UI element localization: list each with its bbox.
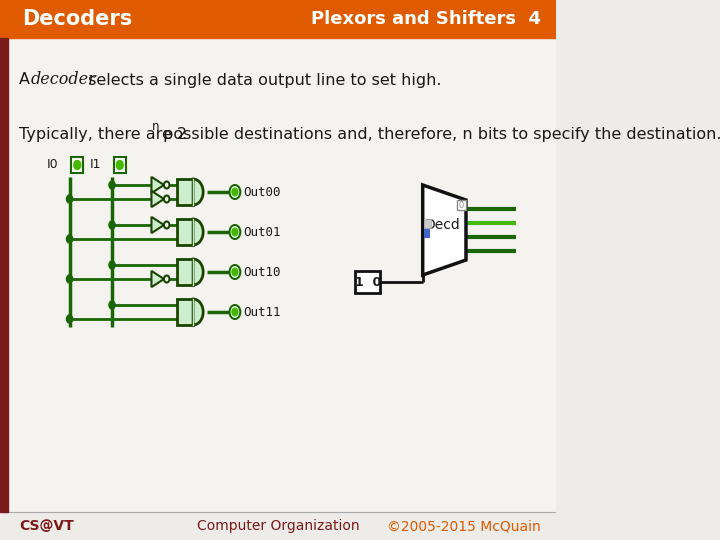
Circle shape bbox=[230, 225, 240, 239]
Circle shape bbox=[74, 160, 81, 170]
Text: 0: 0 bbox=[459, 200, 464, 210]
Bar bbox=[0, 0, 557, 38]
Circle shape bbox=[164, 181, 169, 188]
Text: 1  0: 1 0 bbox=[355, 275, 381, 288]
Circle shape bbox=[109, 261, 115, 269]
Bar bbox=[456, 200, 466, 210]
Circle shape bbox=[164, 221, 169, 228]
Bar bbox=[424, 219, 431, 228]
Text: I1: I1 bbox=[90, 159, 102, 172]
Circle shape bbox=[109, 301, 115, 309]
Text: Out10: Out10 bbox=[243, 266, 281, 279]
Circle shape bbox=[109, 181, 115, 189]
Circle shape bbox=[230, 265, 240, 279]
Circle shape bbox=[232, 228, 238, 236]
Text: I0: I0 bbox=[47, 159, 59, 172]
Polygon shape bbox=[151, 271, 164, 287]
Text: Typically, there are 2: Typically, there are 2 bbox=[19, 127, 187, 143]
Text: CS@VT: CS@VT bbox=[19, 519, 74, 533]
Text: Out01: Out01 bbox=[243, 226, 281, 239]
Bar bbox=[177, 299, 193, 325]
Text: ©2005-2015 McQuain: ©2005-2015 McQuain bbox=[387, 519, 541, 533]
Bar bbox=[177, 219, 193, 245]
Polygon shape bbox=[423, 185, 466, 275]
Circle shape bbox=[164, 275, 169, 282]
Circle shape bbox=[66, 275, 73, 283]
Circle shape bbox=[232, 188, 238, 196]
Bar bbox=[177, 259, 193, 285]
Text: Out11: Out11 bbox=[243, 306, 281, 319]
Bar bbox=[424, 228, 431, 238]
Circle shape bbox=[164, 195, 169, 202]
Bar bbox=[356, 271, 380, 293]
Text: possible destinations and, therefore, n bits to specify the destination.: possible destinations and, therefore, n … bbox=[158, 127, 720, 143]
Bar bbox=[71, 157, 84, 173]
Circle shape bbox=[117, 160, 123, 170]
Text: Decoders: Decoders bbox=[22, 9, 132, 29]
Polygon shape bbox=[151, 177, 164, 193]
Text: selects a single data output line to set high.: selects a single data output line to set… bbox=[83, 72, 441, 87]
Text: decoder: decoder bbox=[31, 71, 96, 89]
Wedge shape bbox=[193, 179, 203, 205]
Bar bbox=[8, 38, 557, 512]
Bar bbox=[0, 38, 8, 512]
Polygon shape bbox=[151, 191, 164, 207]
Wedge shape bbox=[193, 219, 203, 245]
Circle shape bbox=[230, 305, 240, 319]
Text: Plexors and Shifters  4: Plexors and Shifters 4 bbox=[311, 10, 541, 28]
Text: n: n bbox=[151, 120, 159, 133]
Circle shape bbox=[66, 315, 73, 323]
Text: Decd: Decd bbox=[425, 218, 461, 232]
Circle shape bbox=[66, 195, 73, 203]
Text: Out00: Out00 bbox=[243, 186, 281, 199]
Circle shape bbox=[232, 308, 238, 316]
Circle shape bbox=[230, 185, 240, 199]
Circle shape bbox=[232, 268, 238, 276]
Polygon shape bbox=[151, 217, 164, 233]
Circle shape bbox=[66, 235, 73, 243]
Wedge shape bbox=[193, 299, 203, 325]
Bar bbox=[177, 179, 193, 205]
Text: A: A bbox=[19, 72, 35, 87]
Wedge shape bbox=[193, 259, 203, 285]
Text: Computer Organization: Computer Organization bbox=[197, 519, 359, 533]
Circle shape bbox=[109, 221, 115, 229]
Bar bbox=[114, 157, 126, 173]
